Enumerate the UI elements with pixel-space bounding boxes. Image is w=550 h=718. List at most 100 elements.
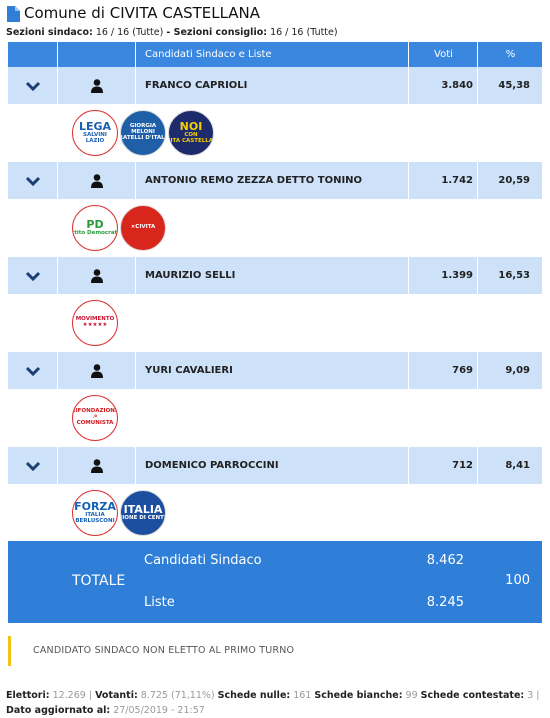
candidate-cell: 16,53 — [477, 257, 542, 294]
total-percent: 100 — [505, 573, 530, 588]
total-box: TOTALE Candidati Sindaco 8.462 Liste 8.245 10… — [8, 541, 542, 623]
header-cell: % — [477, 42, 543, 67]
chevron-icon[interactable] — [25, 176, 41, 186]
chevron-icon[interactable] — [25, 461, 41, 471]
footer-value: 12.269 | — [52, 690, 93, 701]
logo-text: BERLUSCONI — [75, 517, 115, 524]
logo-text: CIVITA CASTELLANA — [169, 137, 214, 144]
sections-line: Sezioni sindaco: 16 / 16 (Tutte) - Sezio… — [6, 27, 338, 38]
person-icon — [90, 173, 103, 188]
footer-value: 27/05/2019 - 21:57 — [113, 705, 205, 716]
candidate-cell — [57, 447, 135, 484]
logo-text: RIFONDAZIONE — [72, 408, 118, 415]
candidate-cell: YURI CAVALIERI — [135, 352, 408, 389]
logo-text: COMUNISTA — [76, 419, 114, 426]
candidate-cell — [57, 352, 135, 389]
candidate-cell: ANTONIO REMO ZEZZA DETTO TONINO — [135, 162, 408, 199]
candidate-cell: 45,38 — [477, 67, 542, 104]
person-icon — [90, 78, 103, 93]
header-cell — [57, 42, 135, 67]
logo-text: PD — [86, 218, 104, 232]
list-logo: RIFONDAZIONE ☭ COMUNISTA — [72, 395, 118, 441]
list-logo: ×CIVITA — [120, 205, 166, 251]
candidate-cell — [57, 162, 135, 199]
footer-value: 3 | — [527, 690, 540, 701]
logo-text: CON — [184, 132, 198, 138]
candidate-cell: 3.840 — [408, 67, 477, 104]
footer-value: 99 — [405, 690, 418, 701]
candidate-cell: 20,59 — [477, 162, 542, 199]
section-label: - Sezioni consiglio: — [166, 27, 268, 38]
logo-text: ★★★★★ — [82, 322, 108, 328]
candidate-cell: 712 — [408, 447, 477, 484]
notice: CANDIDATO SINDACO NON ELETTO AL PRIMO TU… — [8, 636, 542, 666]
candidate-row: YURI CAVALIERI 769 9,09 — [8, 352, 542, 389]
footer-label: Votanti: — [95, 690, 138, 701]
logo-text: FRATELLI D'ITALIA — [121, 134, 165, 141]
candidate-cell: 9,09 — [477, 352, 542, 389]
candidate-cell: MAURIZIO SELLI — [135, 257, 408, 294]
candidate-cell — [8, 67, 57, 104]
header-cell: Voti — [408, 42, 478, 67]
logo-text: MELONI — [131, 129, 155, 136]
candidate-row: DOMENICO PARROCCINI 712 8,41 — [8, 447, 542, 484]
candidate-cell: 1.399 — [408, 257, 477, 294]
candidate-row: FRANCO CAPRIOLI 3.840 45,38 — [8, 67, 542, 104]
header-cell: Candidati Sindaco e Liste — [135, 42, 408, 67]
page-title: Comune di CIVITA CASTELLANA — [24, 4, 261, 22]
doc-icon — [7, 6, 20, 22]
footer-label: Elettori: — [6, 690, 50, 701]
candidate-cell — [57, 67, 135, 104]
logo-text: LEGA — [78, 120, 112, 134]
person-icon — [90, 363, 103, 378]
section-value: 16 / 16 (Tutte) — [95, 27, 164, 38]
total-row-value: 8.462 — [426, 553, 464, 568]
total-row-label: Candidati Sindaco — [144, 553, 262, 568]
person-icon — [90, 458, 103, 473]
candidate-cell: 8,41 — [477, 447, 542, 484]
section-value: 16 / 16 (Tutte) — [270, 27, 338, 38]
footer-label: Schede nulle: — [217, 690, 291, 701]
list-logo: MOVIMENTO ★★★★★ — [72, 300, 118, 346]
logo-text: UNIONE DI CENTRO — [121, 514, 165, 521]
footer-label: Dato aggiornato al: — [6, 705, 111, 716]
footer-label: Schede bianche: — [314, 690, 403, 701]
list-logo: ITALIAUNIONE DI CENTRO — [120, 490, 166, 536]
footer-label: Schede contestate: — [420, 690, 525, 701]
candidate-cell — [8, 162, 57, 199]
person-icon — [90, 268, 103, 283]
logo-text: LAZIO — [85, 137, 105, 144]
logo-text: MOVIMENTO — [75, 316, 115, 323]
footer-value: 161 — [293, 690, 312, 701]
logo-text: FORZA — [74, 500, 116, 514]
total-row-label: Liste — [144, 595, 175, 610]
table-header: Candidati Sindaco e Liste Voti% — [8, 42, 542, 67]
candidate-row: MAURIZIO SELLI 1.399 16,53 — [8, 257, 542, 294]
candidate-cell — [8, 257, 57, 294]
logo-text: ☭ — [92, 414, 98, 421]
chevron-icon[interactable] — [25, 271, 41, 281]
logo-text: SALVINI — [83, 132, 107, 138]
chevron-icon[interactable] — [25, 81, 41, 91]
footer-value: 8.725 (71,11%) — [140, 690, 215, 701]
candidate-row: ANTONIO REMO ZEZZA DETTO TONINO 1.742 20,5… — [8, 162, 542, 199]
header-cell — [8, 42, 57, 67]
candidate-cell: 769 — [408, 352, 477, 389]
candidate-cell: DOMENICO PARROCCINI — [135, 447, 408, 484]
logo-text: ×CIVITA — [130, 224, 156, 231]
footer: Elettori: 12.269 | Votanti: 8.725 (71,11… — [6, 688, 546, 718]
candidate-cell — [8, 352, 57, 389]
chevron-icon[interactable] — [25, 366, 41, 376]
logo-text: Partito Democratico — [73, 229, 118, 236]
logo-text: NOI — [179, 120, 203, 134]
logo-text: GIORGIA — [129, 123, 157, 130]
candidate-cell — [8, 447, 57, 484]
list-logo: NOICONCIVITA CASTELLANA — [168, 110, 214, 156]
section-label: Sezioni sindaco: — [6, 27, 93, 38]
list-logo: LEGA SALVINI LAZIO — [72, 110, 118, 156]
candidate-cell: FRANCO CAPRIOLI — [135, 67, 408, 104]
logo-text: ITALIA — [123, 503, 163, 517]
total-row-value: 8.245 — [426, 595, 464, 610]
total-label: TOTALE — [72, 573, 126, 589]
